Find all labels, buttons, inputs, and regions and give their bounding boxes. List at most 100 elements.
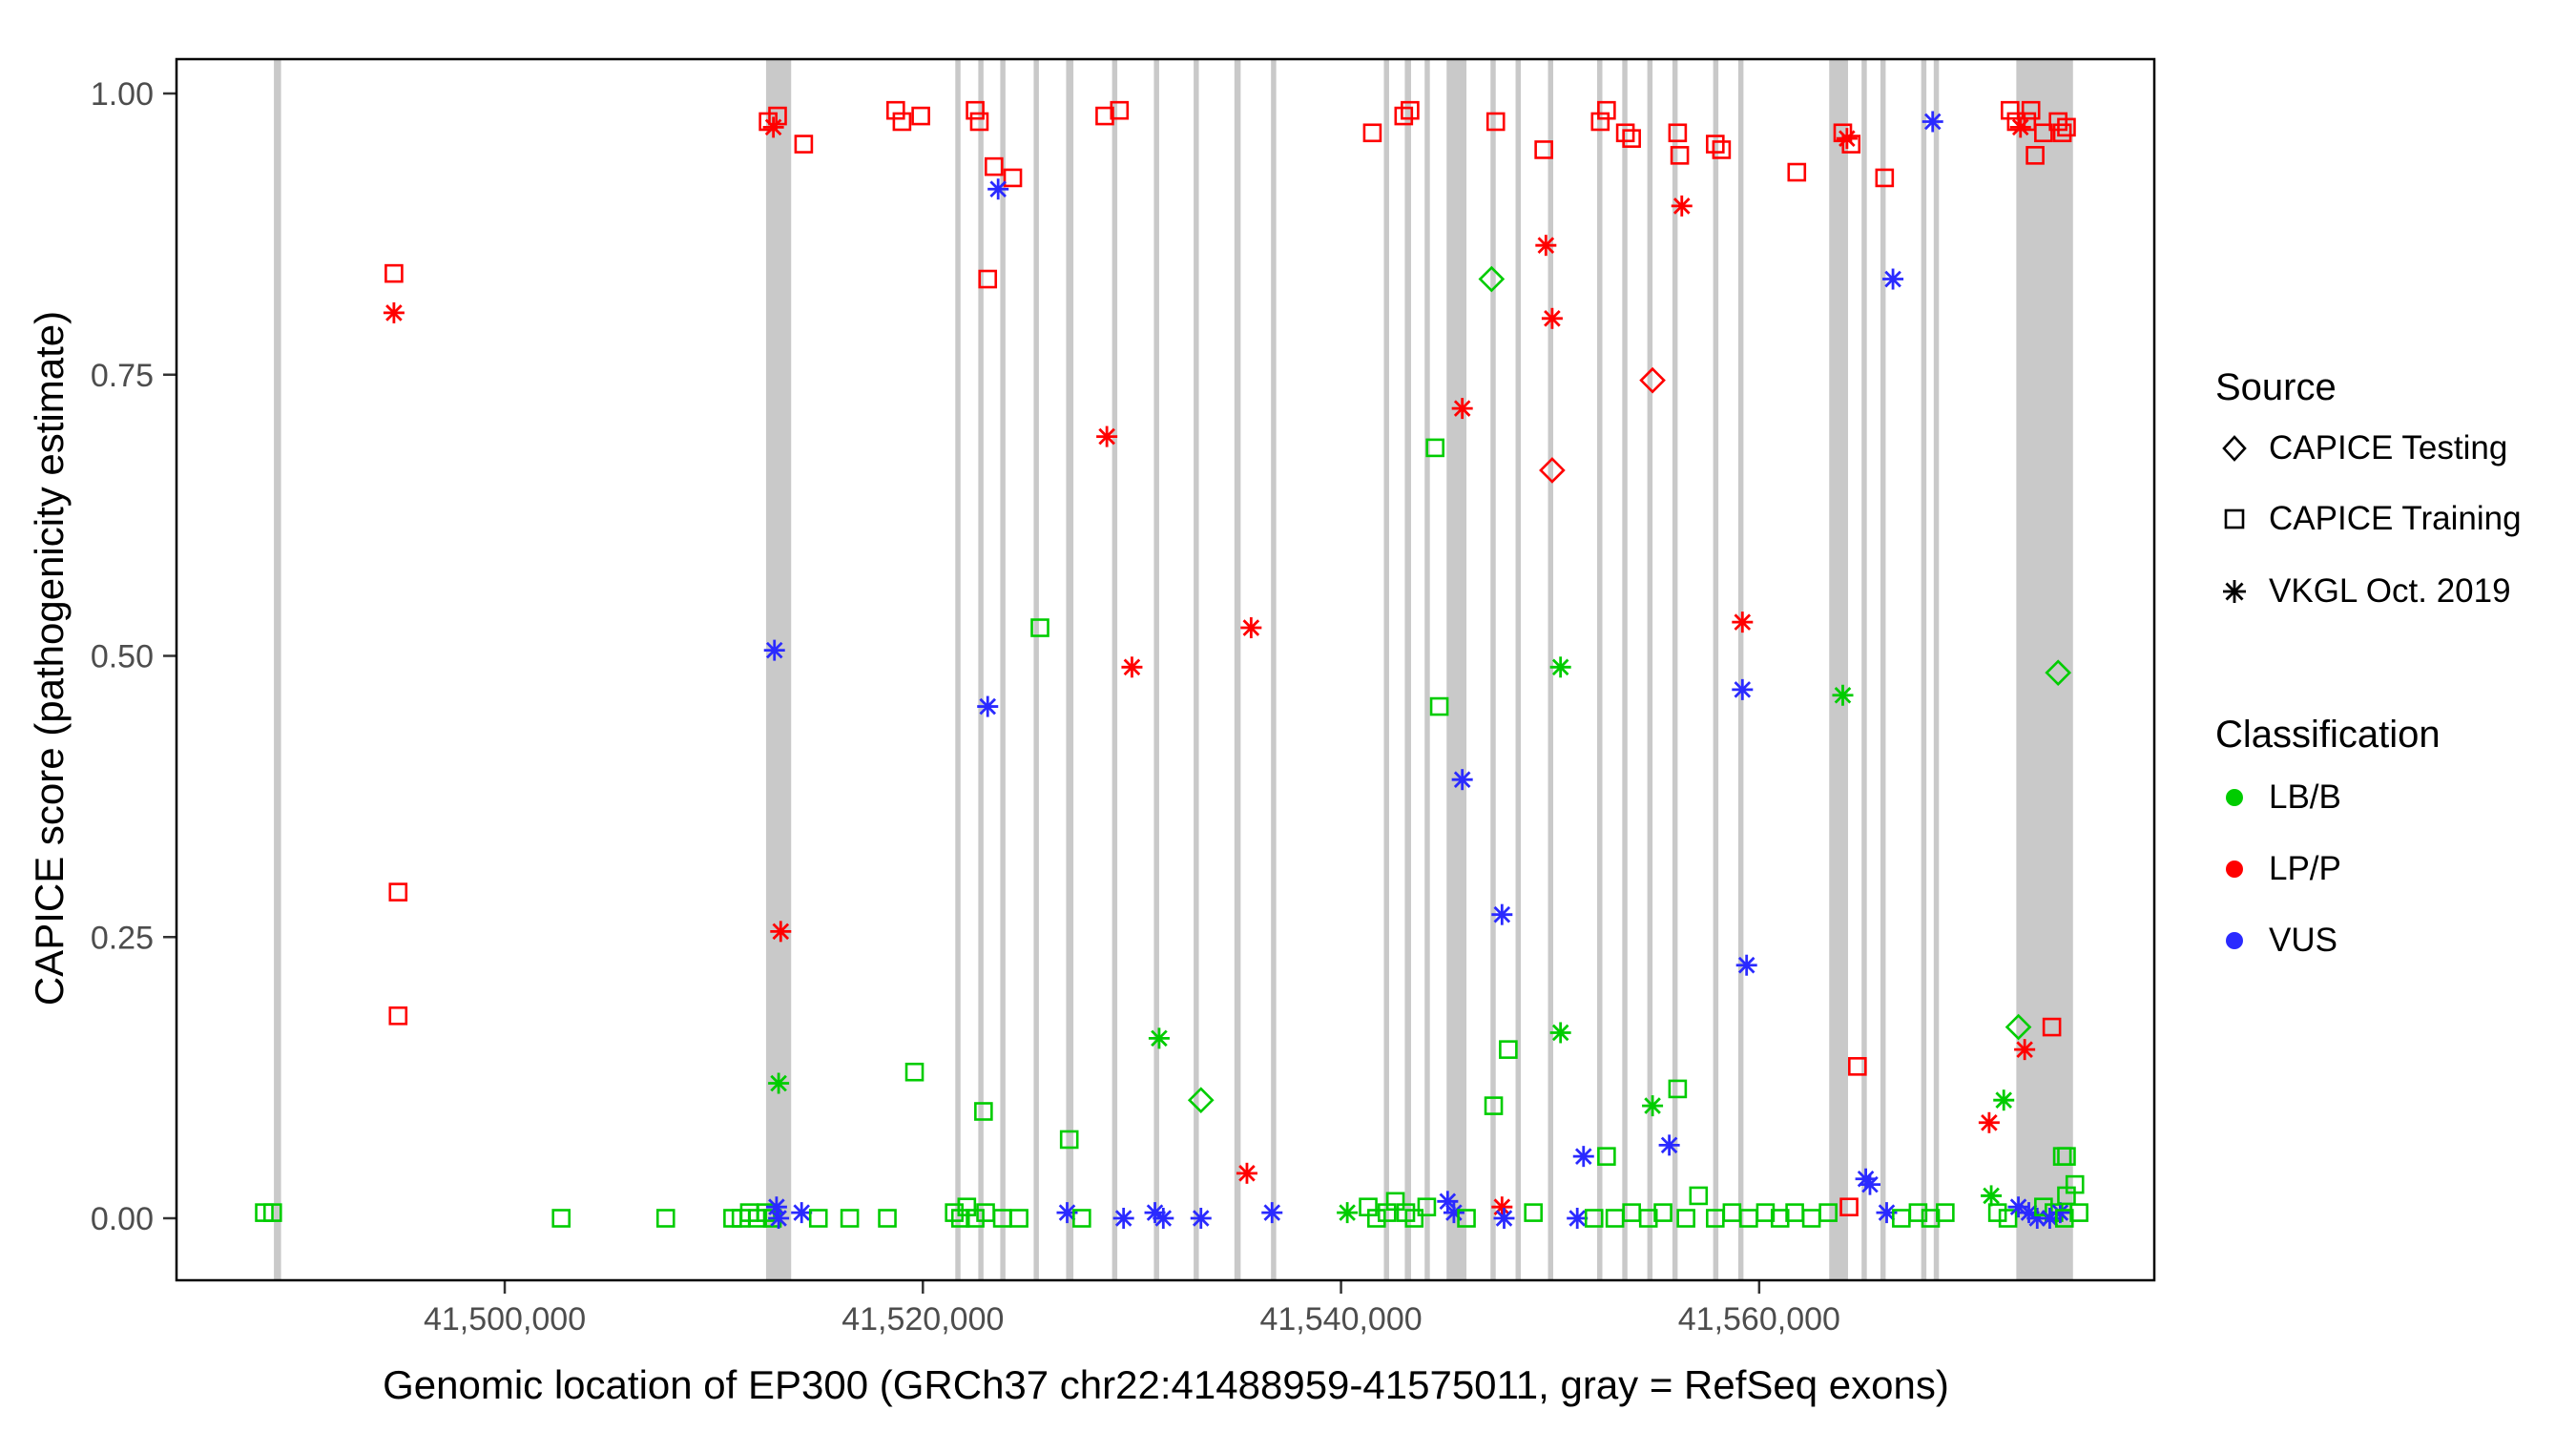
asterisk-line — [1151, 1029, 1168, 1047]
asterisk-line — [1495, 1210, 1513, 1227]
y-tick-label: 0.25 — [91, 920, 154, 956]
asterisk-line — [1551, 658, 1569, 676]
exon-bar — [1672, 59, 1678, 1280]
legend-item-label: CAPICE Training — [2269, 500, 2522, 537]
legend-item-label: VUS — [2269, 922, 2337, 959]
data-point-diamond — [1187, 1087, 1215, 1114]
data-point-square — [1921, 1209, 1941, 1228]
asterisk-line — [772, 923, 790, 941]
data-point-square — [945, 1203, 964, 1222]
exon-bar — [1829, 59, 1848, 1280]
data-point-square — [1818, 1203, 1838, 1222]
asterisk-line — [1192, 1210, 1210, 1227]
data-point-square — [1597, 1147, 1616, 1166]
data-point-square — [1457, 1209, 1476, 1228]
exon-bar — [1153, 59, 1159, 1280]
exon-bar — [1921, 59, 1927, 1280]
data-point-square — [1072, 1209, 1091, 1228]
legend-item-lbb: LB/B — [2215, 777, 2341, 819]
asterisk-line — [1453, 400, 1471, 417]
data-point-square — [1668, 1079, 1688, 1099]
data-point-asterisk — [791, 1202, 813, 1224]
data-point-asterisk — [768, 1208, 790, 1229]
x-tick-label: 41,500,000 — [424, 1301, 586, 1338]
asterisk-line — [1734, 613, 1752, 631]
legend: Source CAPICE Testing CAPICE Training — [2210, 0, 2576, 1431]
data-point-square — [758, 112, 778, 132]
data-point-square — [388, 1006, 408, 1026]
data-point-asterisk — [1451, 769, 1473, 791]
asterisk-line — [770, 1210, 787, 1227]
exon-bar — [1404, 59, 1411, 1280]
data-point-square — [1003, 168, 1023, 188]
data-point-diamond — [2005, 1013, 2032, 1041]
asterisk-icon — [2223, 580, 2246, 603]
data-point-square — [2017, 112, 2037, 132]
data-point-square — [2042, 1017, 2062, 1037]
data-point-diamond — [1478, 265, 1506, 293]
data-point-asterisk — [1112, 1208, 1134, 1229]
asterisk-line — [1537, 237, 1555, 254]
data-point-square — [1605, 1209, 1625, 1228]
asterisk-line — [1123, 658, 1141, 676]
red-dot-icon — [2226, 861, 2243, 878]
data-point-square — [911, 106, 930, 126]
data-point-asterisk — [1882, 268, 1904, 290]
exon-bar — [1548, 59, 1553, 1280]
exon-bar — [1622, 59, 1628, 1280]
exon-bar — [1234, 59, 1241, 1280]
asterisk-line — [1574, 1148, 1592, 1165]
exon-bar — [1490, 59, 1496, 1280]
asterisk-line — [2016, 1041, 2033, 1058]
data-point-asterisk — [768, 1072, 790, 1094]
data-point-square — [2069, 1203, 2088, 1222]
data-point-asterisk — [2014, 1039, 2036, 1061]
data-point-square — [886, 100, 905, 120]
asterisk-line — [1884, 270, 1901, 288]
data-point-square — [1615, 123, 1635, 143]
asterisk-line — [1114, 1210, 1132, 1227]
data-point-asterisk — [762, 116, 784, 138]
data-point-square — [974, 1102, 993, 1121]
legend-classification-title: Classification — [2215, 714, 2441, 756]
asterisk-line — [1995, 1091, 2013, 1109]
data-point-square — [1755, 1203, 1776, 1222]
legend-item-vkgl: VKGL Oct. 2019 — [2215, 570, 2511, 612]
asterisk-line — [1544, 310, 1561, 327]
data-point-square — [2057, 1147, 2076, 1166]
asterisk-line — [2020, 1204, 2038, 1221]
asterisk-line — [1878, 1204, 1896, 1221]
exon-bar — [1880, 59, 1886, 1280]
data-point-asterisk — [2009, 116, 2031, 138]
legend-item-capice-training: CAPICE Training — [2215, 498, 2522, 540]
asterisk-line — [2009, 1198, 2027, 1215]
exon-bar — [1515, 59, 1522, 1280]
exon-bar — [274, 59, 281, 1280]
exon-bar — [1737, 59, 1744, 1280]
data-point-square — [1668, 123, 1688, 143]
exon-bar — [1597, 59, 1603, 1280]
asterisk-line — [1981, 1113, 1998, 1131]
data-point-asterisk — [1261, 1202, 1283, 1224]
data-point-square — [768, 106, 787, 126]
data-point-asterisk — [1491, 903, 1513, 925]
data-point-asterisk — [1148, 1027, 1170, 1049]
data-point-square — [2052, 123, 2072, 143]
data-point-square — [1110, 100, 1130, 120]
y-tick-label: 0.00 — [91, 1201, 154, 1237]
data-point-square — [892, 112, 912, 132]
exon-bar — [1713, 59, 1719, 1280]
data-point-asterisk — [1671, 195, 1693, 217]
data-point-asterisk — [1153, 1208, 1174, 1229]
data-point-square — [1875, 168, 1895, 188]
blue-dot-icon — [2226, 932, 2243, 949]
x-tick-label: 41,520,000 — [841, 1301, 1004, 1338]
exon-bar — [1933, 59, 1940, 1280]
exon-bar — [1111, 59, 1118, 1280]
data-point-asterisk — [1144, 1202, 1166, 1224]
data-point-square — [1706, 135, 1725, 154]
data-point-asterisk — [1190, 1208, 1212, 1229]
data-point-asterisk — [1567, 1208, 1589, 1229]
data-point-asterisk — [1859, 1173, 1880, 1195]
